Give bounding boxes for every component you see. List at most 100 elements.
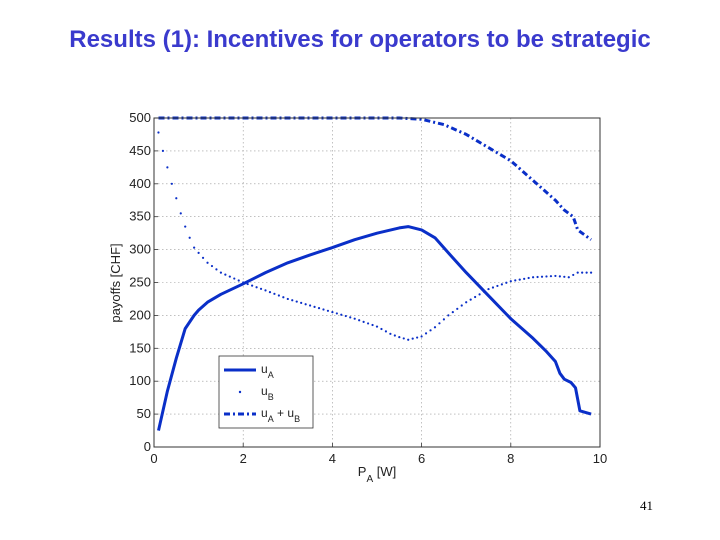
data-point <box>558 275 561 278</box>
data-point <box>161 149 165 152</box>
data-point <box>438 322 441 325</box>
data-point <box>326 309 330 312</box>
series-ua <box>157 225 592 431</box>
data-point <box>576 271 579 274</box>
data-point <box>478 293 481 296</box>
data-point <box>295 300 298 303</box>
page-number: 41 <box>640 498 653 513</box>
data-point <box>193 246 196 249</box>
data-point <box>447 314 450 317</box>
legend-box <box>218 355 314 429</box>
data-point <box>233 277 236 280</box>
data-point <box>358 319 361 322</box>
data-point <box>309 304 312 307</box>
y-tick-label: 50 <box>137 406 151 421</box>
data-point <box>411 337 414 340</box>
data-point <box>366 322 370 325</box>
data-point <box>210 264 214 268</box>
data-point <box>416 336 419 339</box>
data-point <box>349 316 352 319</box>
data-point <box>585 271 588 274</box>
y-tick-label: 0 <box>144 439 151 454</box>
y-tick-label: 150 <box>129 340 151 355</box>
x-axis-label: PA [W] <box>358 464 396 485</box>
data-point <box>184 225 187 228</box>
data-point <box>380 327 383 331</box>
data-point <box>469 298 472 301</box>
slide-title: Results (1): Incentives for operators to… <box>69 26 651 53</box>
data-point <box>572 273 575 277</box>
data-point <box>433 326 437 329</box>
data-point <box>523 277 526 280</box>
y-tick-label: 200 <box>129 307 151 322</box>
data-point <box>268 291 272 294</box>
data-point <box>362 320 365 323</box>
y-tick-label: 450 <box>129 143 151 158</box>
legend-swatch-uB <box>238 390 242 394</box>
data-point <box>170 182 173 185</box>
data-point <box>465 301 468 304</box>
x-tick-label: 8 <box>507 451 514 466</box>
series-ub <box>157 131 593 341</box>
data-point <box>313 305 316 308</box>
data-point <box>264 289 267 292</box>
data-point <box>389 332 392 335</box>
data-point <box>420 335 423 338</box>
data-point <box>353 317 356 320</box>
data-point <box>474 295 477 299</box>
y-tick-label: 300 <box>129 242 151 257</box>
data-point <box>442 318 445 321</box>
data-point <box>273 292 276 295</box>
data-point <box>424 332 428 335</box>
data-point <box>228 275 231 278</box>
data-point <box>460 304 463 307</box>
data-point <box>215 268 218 271</box>
data-point <box>340 313 343 316</box>
data-point <box>317 307 321 310</box>
data-point <box>384 330 388 333</box>
data-point <box>402 337 405 340</box>
x-tick-label: 2 <box>240 451 247 466</box>
data-point <box>456 307 459 310</box>
data-point <box>157 131 160 134</box>
x-tick-label: 4 <box>329 451 336 466</box>
data-point <box>500 283 503 286</box>
data-point <box>393 334 396 337</box>
data-point <box>407 338 410 341</box>
data-point <box>589 271 593 274</box>
data-point <box>331 311 334 314</box>
data-point <box>375 325 379 328</box>
data-point <box>242 281 245 284</box>
data-point <box>549 275 553 278</box>
data-point <box>429 329 432 332</box>
data-point <box>255 286 258 289</box>
data-point <box>505 281 508 284</box>
y-tick-label: 500 <box>129 110 151 125</box>
data-point <box>322 308 325 311</box>
data-point <box>451 311 454 314</box>
data-point <box>237 279 240 282</box>
data-point <box>259 287 263 290</box>
data-point <box>166 166 169 169</box>
data-point <box>286 297 289 301</box>
data-point <box>206 261 209 264</box>
data-point <box>496 284 499 288</box>
data-point <box>371 323 374 327</box>
y-axis-label: payoffs [CHF] <box>108 243 123 322</box>
data-point <box>197 251 200 254</box>
data-point <box>482 290 486 293</box>
data-point <box>201 256 205 259</box>
data-point <box>304 303 307 306</box>
data-point <box>291 299 294 302</box>
data-point <box>179 212 182 215</box>
data-point <box>491 286 495 289</box>
svg-text:PA [W]: PA [W] <box>358 464 396 485</box>
data-point <box>246 282 249 286</box>
legend: uA uB uA + uB <box>218 355 314 429</box>
data-point <box>581 271 584 274</box>
series-ua-plus-ub <box>158 116 592 241</box>
x-tick-label: 6 <box>418 451 425 466</box>
data-point <box>335 312 338 315</box>
y-tick-label: 350 <box>129 209 151 224</box>
